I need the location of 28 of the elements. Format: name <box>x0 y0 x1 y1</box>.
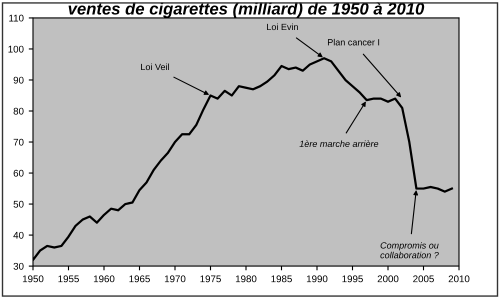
y-tick-label: 30 <box>14 262 24 270</box>
x-tick-label: 2005 <box>413 275 434 282</box>
x-tick-label: 1970 <box>164 275 186 282</box>
annotation: Plan cancer I <box>328 38 380 46</box>
annotation: Compromis ou collaboration ? <box>380 242 439 258</box>
chart-title: ventes de cigarettes (milliard) de 1950 à 2010 <box>68 2 424 18</box>
y-tick-label: 70 <box>14 138 24 146</box>
x-tick-label: 1965 <box>129 275 150 282</box>
x-tick-label: 1980 <box>236 275 256 282</box>
y-tick-label: 80 <box>14 108 24 115</box>
y-tick-label: 50 <box>14 200 24 208</box>
y-tick-label: 40 <box>13 232 24 239</box>
y-tick-label: 90 <box>14 76 24 84</box>
x-tick-label: 1950 <box>22 275 44 282</box>
x-tick-label: 2000 <box>378 275 398 282</box>
x-tick-label: 1975 <box>200 275 221 282</box>
x-tick-label: 1990 <box>306 275 328 282</box>
x-tick-label: 1995 <box>342 275 363 282</box>
x-tick-label: 1985 <box>271 275 292 282</box>
y-tick-label: 100 <box>8 46 24 53</box>
annotation: 1ère marche arrière <box>300 140 378 148</box>
annotation: Loi Veil <box>141 64 169 70</box>
x-tick-label: 2010 <box>448 275 470 282</box>
y-tick-label: 60 <box>14 170 24 177</box>
x-tick-label: 1955 <box>58 275 79 282</box>
x-tick-label: 1960 <box>94 275 114 282</box>
y-tick-label: 110 <box>9 14 24 22</box>
annotation: Loi Evin <box>267 24 298 30</box>
